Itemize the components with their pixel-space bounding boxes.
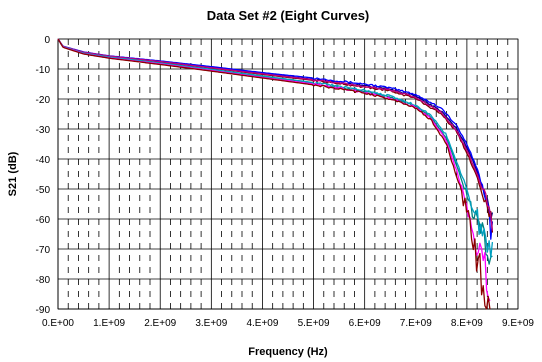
x-tick-label: 6.E+09 — [349, 318, 381, 329]
x-tick-label: 7.E+09 — [400, 318, 432, 329]
y-tick-label: -40 — [36, 155, 51, 166]
grid — [57, 38, 519, 310]
y-tick-label: 0 — [44, 35, 50, 46]
x-tick-label: 8.E+09 — [451, 318, 483, 329]
x-tick-label: 1.E+09 — [93, 318, 125, 329]
x-tick-label: 9.E+09 — [502, 318, 534, 329]
x-tick-label: 4.E+09 — [246, 318, 278, 329]
y-tick-label: -80 — [36, 275, 51, 286]
x-tick-label: 3.E+09 — [195, 318, 227, 329]
y-tick-label: -10 — [36, 65, 51, 76]
plot-area — [57, 38, 519, 310]
y-tick-label: -90 — [36, 305, 51, 316]
y-tick-label: -20 — [36, 95, 51, 106]
x-tick-label: 0.E+00 — [42, 318, 74, 329]
y-tick-label: -70 — [36, 245, 51, 256]
x-axis-label: Frequency (Hz) — [248, 346, 328, 358]
tick-labels: 0 -10 -20 -30 -40 -50 -60 -70 -80 -90 0.E+00 1.E+09… — [36, 35, 535, 329]
y-axis-label: S21 (dB) — [7, 151, 19, 196]
y-tick-label: -60 — [36, 215, 51, 226]
x-tick-label: 5.E+09 — [298, 318, 330, 329]
series-line — [57, 38, 491, 310]
series-line — [57, 38, 494, 259]
chart-title: Data Set #2 (Eight Curves) — [207, 8, 370, 23]
y-tick-label: -50 — [36, 185, 51, 196]
x-tick-label: 2.E+09 — [144, 318, 176, 329]
y-tick-label: -30 — [36, 125, 51, 136]
series-group — [57, 38, 494, 310]
series-line — [57, 38, 494, 231]
